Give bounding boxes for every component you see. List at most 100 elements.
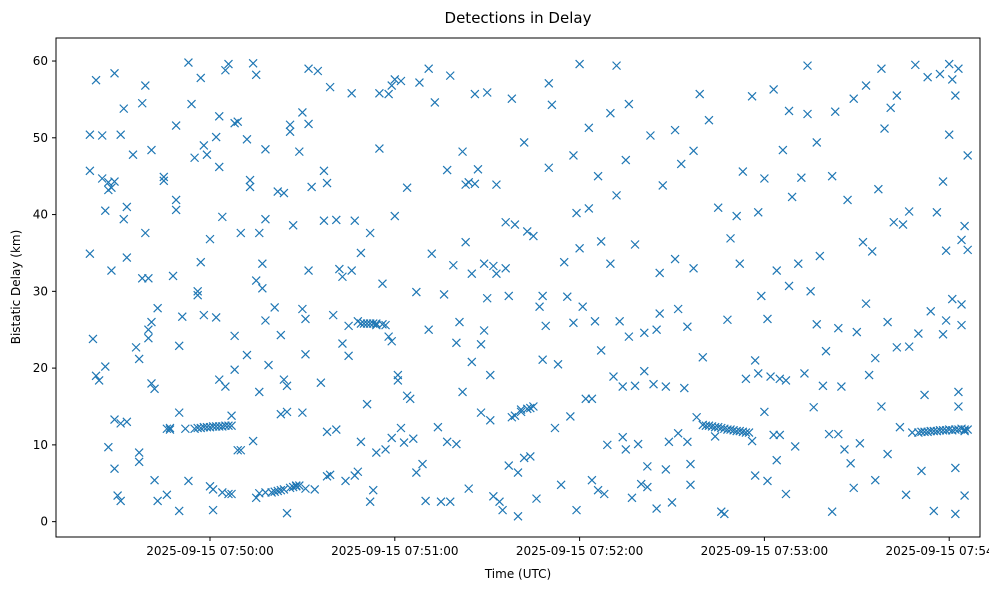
x-tick-label: 2025-09-15 07:54:00	[885, 544, 989, 558]
data-point	[830, 107, 840, 117]
data-point	[781, 375, 791, 385]
data-point	[282, 508, 292, 518]
data-point	[781, 489, 791, 499]
data-point	[285, 120, 295, 130]
data-point	[282, 407, 292, 417]
data-point	[338, 339, 347, 348]
data-point	[867, 246, 877, 256]
data-point	[220, 65, 230, 75]
data-point	[501, 217, 511, 227]
data-point	[852, 327, 862, 337]
data-point	[670, 125, 680, 135]
data-point	[378, 319, 387, 329]
data-point	[883, 449, 893, 459]
data-point	[445, 497, 455, 507]
data-point	[686, 480, 695, 490]
data-point	[917, 466, 926, 476]
data-point	[495, 497, 504, 507]
data-point	[898, 220, 908, 229]
data-point	[772, 455, 782, 465]
data-point	[695, 89, 705, 99]
y-tick-label: 30	[33, 284, 48, 298]
data-point	[812, 137, 822, 147]
data-point	[150, 475, 159, 485]
data-point	[171, 121, 181, 130]
data-point	[679, 383, 689, 393]
data-point	[932, 207, 942, 217]
data-point	[756, 291, 766, 301]
data-point	[261, 144, 270, 154]
data-point	[652, 504, 662, 514]
data-point	[538, 355, 548, 365]
data-point	[612, 190, 621, 200]
data-point	[562, 292, 572, 302]
x-tick-label: 2025-09-15 07:53:00	[701, 544, 828, 558]
x-axis-label: Time (UTC)	[484, 567, 551, 581]
data-point	[504, 461, 514, 471]
data-point	[920, 390, 929, 400]
data-point	[627, 493, 637, 503]
data-point	[236, 445, 246, 455]
data-point	[424, 325, 434, 335]
data-point	[624, 99, 634, 109]
data-point	[818, 381, 828, 391]
data-point	[279, 188, 289, 198]
data-point	[184, 476, 193, 486]
data-point	[488, 261, 498, 271]
data-point	[297, 408, 307, 418]
data-point	[411, 468, 421, 477]
data-point	[892, 342, 902, 352]
data-point	[775, 430, 785, 440]
data-point	[741, 374, 751, 384]
data-point	[227, 489, 236, 499]
data-point	[957, 299, 966, 309]
data-point	[954, 402, 963, 411]
y-axis-ticks: 0 10 20 30 40 50 60	[33, 54, 56, 529]
data-point	[107, 183, 116, 193]
data-point	[356, 248, 366, 258]
data-point	[849, 483, 859, 493]
data-point	[365, 497, 375, 507]
data-point	[214, 162, 224, 172]
data-point	[224, 421, 233, 431]
data-point	[849, 94, 859, 104]
data-point	[85, 166, 95, 176]
data-point	[174, 408, 184, 418]
data-point	[116, 496, 126, 506]
data-point	[159, 176, 169, 186]
data-point	[892, 91, 902, 101]
data-point	[910, 60, 920, 70]
data-point	[587, 475, 597, 485]
data-point	[411, 287, 421, 297]
plot-frame	[55, 37, 981, 538]
data-point	[107, 266, 116, 276]
data-point	[528, 402, 538, 411]
data-point	[880, 124, 889, 134]
data-point	[584, 204, 594, 213]
data-point	[461, 237, 471, 247]
data-point	[119, 214, 129, 224]
data-point	[938, 177, 948, 186]
data-point	[177, 312, 187, 322]
data-point	[134, 457, 144, 467]
data-point	[368, 485, 378, 495]
data-point	[424, 64, 434, 74]
data-point	[322, 178, 332, 188]
data-point	[827, 507, 837, 517]
data-point	[110, 68, 119, 78]
data-point	[131, 342, 141, 352]
data-point	[913, 329, 923, 338]
data-point	[233, 117, 243, 127]
data-point	[738, 167, 748, 177]
data-point	[544, 78, 554, 88]
data-point	[689, 263, 698, 273]
x-axis-ticks: 2025-09-15 07:50:00 2025-09-15 07:51:00 20…	[146, 537, 989, 558]
data-point	[276, 409, 286, 419]
data-point	[836, 382, 846, 391]
data-point	[827, 171, 837, 181]
data-point	[193, 286, 203, 296]
data-point	[639, 366, 649, 376]
data-point	[686, 459, 695, 469]
data-point	[387, 336, 397, 346]
